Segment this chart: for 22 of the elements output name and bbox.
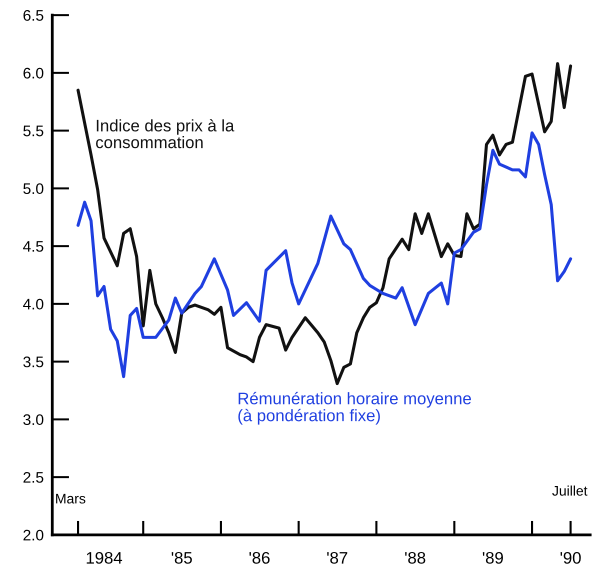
series-label: Indice des prix à la consommation	[96, 119, 234, 148]
y-tick-label: 4.5	[23, 241, 44, 252]
y-tick-label: 3.5	[23, 356, 44, 368]
x-tick-label: '87	[327, 552, 348, 564]
annotation: Mars	[56, 494, 86, 504]
x-tick-label: '88	[405, 552, 426, 564]
x-tick-label: 1984	[86, 552, 122, 564]
y-tick-label: 4.0	[23, 298, 44, 310]
y-tick-label: 2.0	[23, 530, 44, 541]
y-tick-label: 5.5	[23, 126, 44, 136]
x-tick-label: '86	[249, 552, 270, 564]
annotation: Juillet	[552, 486, 588, 496]
y-tick-label: 3.0	[23, 414, 44, 426]
x-tick-label: '85	[172, 552, 192, 564]
line-series	[76, 62, 572, 386]
text: Rémunération horaire moyenne (à pondération fixe)	[238, 392, 471, 425]
y-tick-label: 6.5	[23, 10, 44, 21]
y-tick-label: 2.5	[23, 472, 44, 483]
y-tick-label: 5.0	[23, 183, 44, 194]
x-tick-label: '89	[482, 552, 503, 564]
y-tick-label: 6.0	[23, 68, 44, 79]
x-tick-label: '90	[560, 552, 581, 564]
